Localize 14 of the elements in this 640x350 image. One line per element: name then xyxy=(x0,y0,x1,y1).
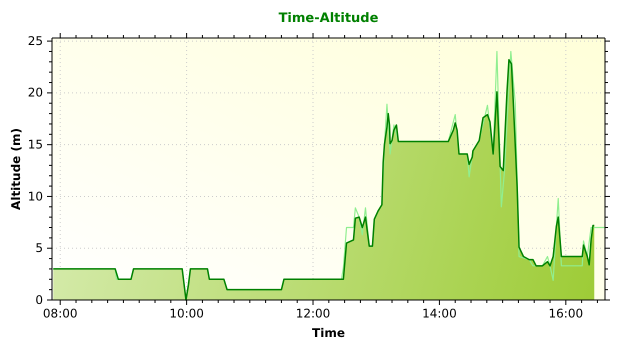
x-axis-title: Time xyxy=(312,326,345,340)
y-tick-label: 0 xyxy=(35,292,43,307)
y-tick-label: 25 xyxy=(28,34,43,48)
chart-title: Time-Altitude xyxy=(278,11,379,26)
y-tick-label: 5 xyxy=(35,241,43,256)
x-tick-label: 14:00 xyxy=(422,306,457,321)
x-tick-label: 12:00 xyxy=(296,306,330,321)
y-tick-label: 10 xyxy=(28,189,43,204)
y-axis-title: Altitude (m) xyxy=(9,128,23,210)
x-tick-label: 10:00 xyxy=(169,306,204,321)
x-tick-label: 08:00 xyxy=(42,306,78,321)
y-tick-label: 15 xyxy=(28,138,43,152)
x-tick-label: 16:00 xyxy=(548,306,584,321)
y-tick-label: 20 xyxy=(28,86,43,100)
